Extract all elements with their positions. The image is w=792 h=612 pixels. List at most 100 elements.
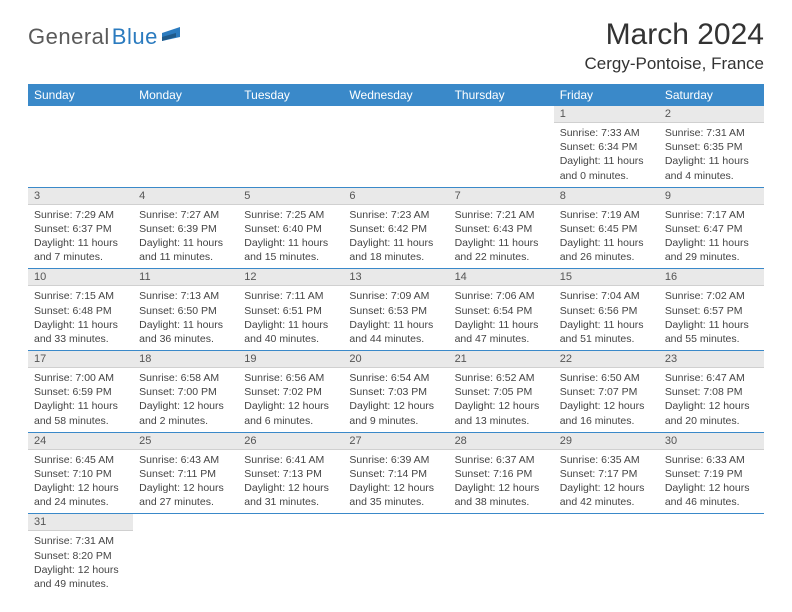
day-detail-line: Daylight: 12 hours: [349, 399, 442, 413]
day-detail-line: Daylight: 12 hours: [139, 399, 232, 413]
day-number: 21: [449, 351, 554, 368]
day-detail-line: Daylight: 11 hours: [139, 318, 232, 332]
day-details: Sunrise: 7:13 AMSunset: 6:50 PMDaylight:…: [133, 286, 238, 350]
day-detail-line: Daylight: 12 hours: [34, 563, 127, 577]
day-detail-line: Sunset: 6:34 PM: [560, 140, 653, 154]
day-detail-line: Sunrise: 7:15 AM: [34, 289, 127, 303]
day-detail-line: Sunset: 7:00 PM: [139, 385, 232, 399]
day-details: Sunrise: 6:50 AMSunset: 7:07 PMDaylight:…: [554, 368, 659, 432]
calendar-cell: 9Sunrise: 7:17 AMSunset: 6:47 PMDaylight…: [659, 187, 764, 269]
day-detail-line: Sunset: 7:10 PM: [34, 467, 127, 481]
calendar-cell: [659, 514, 764, 595]
day-number: 19: [238, 351, 343, 368]
day-detail-line: Sunrise: 7:02 AM: [665, 289, 758, 303]
day-detail-line: and 49 minutes.: [34, 577, 127, 591]
day-detail-line: and 18 minutes.: [349, 250, 442, 264]
day-detail-line: Sunset: 8:20 PM: [34, 549, 127, 563]
empty-day: [28, 106, 133, 122]
empty-day: [133, 106, 238, 122]
day-detail-line: Sunset: 6:48 PM: [34, 304, 127, 318]
dow-header: Wednesday: [343, 84, 448, 106]
month-title: March 2024: [584, 18, 764, 52]
day-details: Sunrise: 6:45 AMSunset: 7:10 PMDaylight:…: [28, 450, 133, 514]
day-detail-line: Sunrise: 6:35 AM: [560, 453, 653, 467]
day-detail-line: Sunrise: 6:52 AM: [455, 371, 548, 385]
day-detail-line: and 58 minutes.: [34, 414, 127, 428]
calendar-cell: [449, 514, 554, 595]
calendar-week-row: 24Sunrise: 6:45 AMSunset: 7:10 PMDayligh…: [28, 432, 764, 514]
day-detail-line: Daylight: 12 hours: [349, 481, 442, 495]
day-detail-line: Sunrise: 7:00 AM: [34, 371, 127, 385]
day-detail-line: Daylight: 11 hours: [34, 236, 127, 250]
day-detail-line: Sunrise: 6:45 AM: [34, 453, 127, 467]
dow-header: Sunday: [28, 84, 133, 106]
day-detail-line: and 22 minutes.: [455, 250, 548, 264]
empty-day: [449, 514, 554, 530]
day-detail-line: Sunset: 6:53 PM: [349, 304, 442, 318]
calendar-cell: 29Sunrise: 6:35 AMSunset: 7:17 PMDayligh…: [554, 432, 659, 514]
calendar-cell: [343, 106, 448, 187]
day-detail-line: Sunrise: 7:21 AM: [455, 208, 548, 222]
day-number: 9: [659, 188, 764, 205]
day-detail-line: and 31 minutes.: [244, 495, 337, 509]
day-detail-line: Sunrise: 6:41 AM: [244, 453, 337, 467]
day-number: 31: [28, 514, 133, 531]
day-detail-line: Sunset: 7:17 PM: [560, 467, 653, 481]
calendar-cell: 17 Sunrise: 7:00 AMSunset: 6:59 PMDayligh…: [28, 351, 133, 433]
day-detail-line: Daylight: 11 hours: [34, 399, 127, 413]
dow-header: Monday: [133, 84, 238, 106]
empty-day: [133, 514, 238, 530]
day-number: 17: [28, 351, 133, 368]
calendar-cell: 3Sunrise: 7:29 AMSunset: 6:37 PMDaylight…: [28, 187, 133, 269]
calendar-cell: 18Sunrise: 6:58 AMSunset: 7:00 PMDayligh…: [133, 351, 238, 433]
title-block: March 2024 Cergy-Pontoise, France: [584, 18, 764, 74]
calendar-cell: 15Sunrise: 7:04 AMSunset: 6:56 PMDayligh…: [554, 269, 659, 351]
day-detail-line: Sunrise: 6:50 AM: [560, 371, 653, 385]
day-detail-line: and 9 minutes.: [349, 414, 442, 428]
calendar-cell: [238, 106, 343, 187]
day-detail-line: Daylight: 12 hours: [665, 481, 758, 495]
day-detail-line: Daylight: 11 hours: [560, 236, 653, 250]
day-details: Sunrise: 7:25 AMSunset: 6:40 PMDaylight:…: [238, 205, 343, 269]
calendar-cell: 4Sunrise: 7:27 AMSunset: 6:39 PMDaylight…: [133, 187, 238, 269]
day-detail-line: and 33 minutes.: [34, 332, 127, 346]
empty-day: [449, 106, 554, 122]
day-detail-line: Daylight: 11 hours: [560, 318, 653, 332]
calendar-cell: 16Sunrise: 7:02 AMSunset: 6:57 PMDayligh…: [659, 269, 764, 351]
day-detail-line: Sunrise: 7:09 AM: [349, 289, 442, 303]
day-detail-line: Sunrise: 7:04 AM: [560, 289, 653, 303]
calendar-cell: [28, 106, 133, 187]
day-detail-line: Sunset: 7:03 PM: [349, 385, 442, 399]
day-number: 7: [449, 188, 554, 205]
calendar-cell: [449, 106, 554, 187]
calendar-cell: 27Sunrise: 6:39 AMSunset: 7:14 PMDayligh…: [343, 432, 448, 514]
day-detail-line: and 26 minutes.: [560, 250, 653, 264]
day-detail-line: Sunset: 6:51 PM: [244, 304, 337, 318]
day-details: Sunrise: 7:04 AMSunset: 6:56 PMDaylight:…: [554, 286, 659, 350]
day-number: 24: [28, 433, 133, 450]
day-number: 27: [343, 433, 448, 450]
day-detail-line: and 11 minutes.: [139, 250, 232, 264]
day-detail-line: Sunset: 7:19 PM: [665, 467, 758, 481]
calendar-header-row: Sunday Monday Tuesday Wednesday Thursday…: [28, 84, 764, 106]
day-number: 13: [343, 269, 448, 286]
day-details: Sunrise: 6:39 AMSunset: 7:14 PMDaylight:…: [343, 450, 448, 514]
day-number: 3: [28, 188, 133, 205]
day-detail-line: Daylight: 11 hours: [34, 318, 127, 332]
day-details: Sunrise: 6:58 AMSunset: 7:00 PMDaylight:…: [133, 368, 238, 432]
day-details: Sunrise: 7:23 AMSunset: 6:42 PMDaylight:…: [343, 205, 448, 269]
calendar-week-row: 3Sunrise: 7:29 AMSunset: 6:37 PMDaylight…: [28, 187, 764, 269]
day-detail-line: Sunset: 6:59 PM: [34, 385, 127, 399]
day-detail-line: Sunrise: 6:43 AM: [139, 453, 232, 467]
day-detail-line: Daylight: 12 hours: [244, 481, 337, 495]
day-detail-line: and 55 minutes.: [665, 332, 758, 346]
day-details: Sunrise: 7:09 AMSunset: 6:53 PMDaylight:…: [343, 286, 448, 350]
day-detail-line: Sunset: 6:47 PM: [665, 222, 758, 236]
day-details: Sunrise: 6:52 AMSunset: 7:05 PMDaylight:…: [449, 368, 554, 432]
calendar-week-row: 10Sunrise: 7:15 AMSunset: 6:48 PMDayligh…: [28, 269, 764, 351]
calendar-cell: 24Sunrise: 6:45 AMSunset: 7:10 PMDayligh…: [28, 432, 133, 514]
day-details: Sunrise: 6:43 AMSunset: 7:11 PMDaylight:…: [133, 450, 238, 514]
empty-day: [343, 106, 448, 122]
day-number: 25: [133, 433, 238, 450]
day-number: 14: [449, 269, 554, 286]
